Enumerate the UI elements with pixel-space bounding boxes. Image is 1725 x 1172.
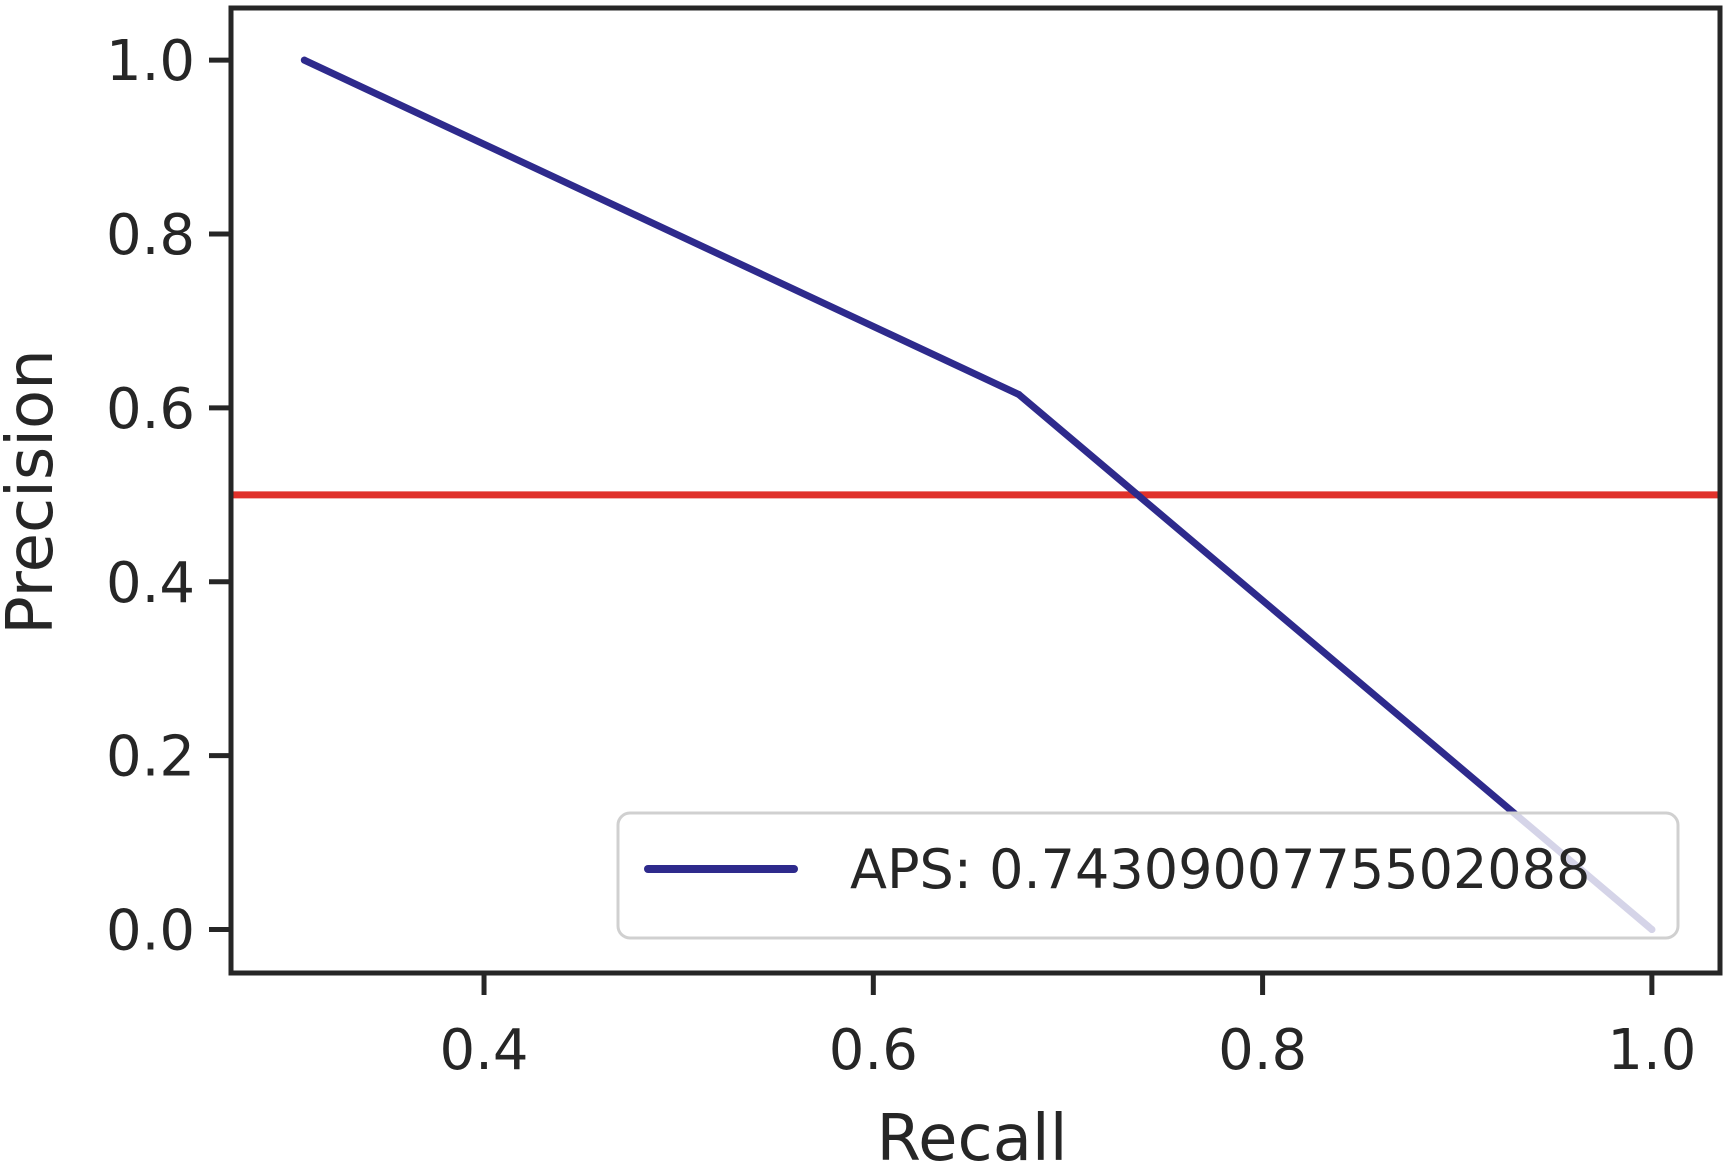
x-tick-label: 1.0 — [1607, 1018, 1696, 1083]
x-axis-label: Recall — [877, 1102, 1068, 1172]
y-axis-label: Precision — [0, 349, 68, 635]
plot-frame — [228, 5, 1723, 976]
x-tick-label: 0.8 — [1218, 1018, 1307, 1083]
y-axis: 0.0 0.2 0.4 0.6 0.8 1.0 — [106, 29, 231, 964]
y-tick-label: 0.8 — [106, 203, 195, 268]
y-tick-label: 1.0 — [106, 29, 195, 94]
legend-frame — [616, 811, 1680, 940]
legend: APS: 0.7430900775502088 — [616, 811, 1680, 940]
x-axis: 0.4 0.6 0.8 1.0 — [440, 973, 1696, 1083]
plot-area — [231, 56, 1720, 934]
x-tick-label: 0.6 — [829, 1018, 918, 1083]
y-tick-label: 0.4 — [106, 551, 195, 616]
x-tick-label: 0.4 — [440, 1018, 529, 1083]
y-tick-label: 0.2 — [106, 725, 195, 790]
series-point — [1015, 391, 1023, 399]
series-point — [300, 56, 308, 64]
y-tick-label: 0.6 — [106, 377, 195, 442]
y-tick-label: 0.0 — [106, 899, 195, 964]
legend-entry-label: APS: 0.7430900775502088 — [850, 838, 1590, 901]
